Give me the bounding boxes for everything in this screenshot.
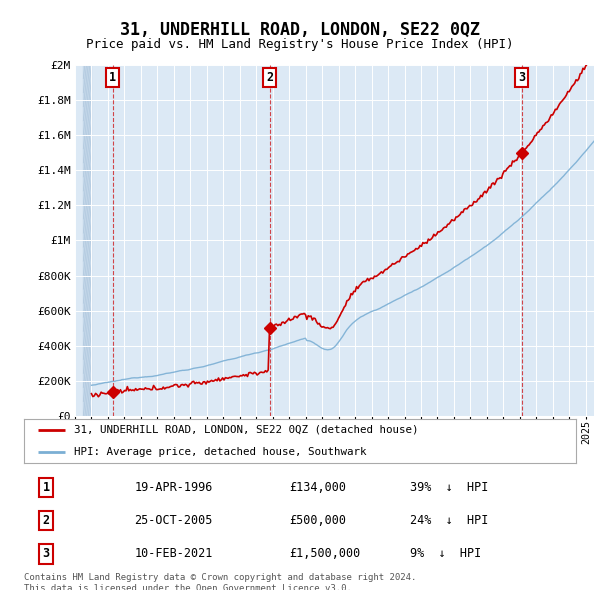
Text: 3: 3 [43,547,50,560]
Text: 19-APR-1996: 19-APR-1996 [134,481,213,494]
Text: 2: 2 [266,71,274,84]
Text: 1: 1 [43,481,50,494]
Text: 39%  ↓  HPI: 39% ↓ HPI [410,481,489,494]
Text: 1: 1 [109,71,116,84]
Text: 24%  ↓  HPI: 24% ↓ HPI [410,514,489,527]
Text: 31, UNDERHILL ROAD, LONDON, SE22 0QZ (detached house): 31, UNDERHILL ROAD, LONDON, SE22 0QZ (de… [74,425,418,435]
Text: 25-OCT-2005: 25-OCT-2005 [134,514,213,527]
Text: Price paid vs. HM Land Registry's House Price Index (HPI): Price paid vs. HM Land Registry's House … [86,38,514,51]
Text: 10-FEB-2021: 10-FEB-2021 [134,547,213,560]
Text: £134,000: £134,000 [289,481,346,494]
Text: £1,500,000: £1,500,000 [289,547,360,560]
Text: Contains HM Land Registry data © Crown copyright and database right 2024.
This d: Contains HM Land Registry data © Crown c… [24,573,416,590]
Text: 9%  ↓  HPI: 9% ↓ HPI [410,547,482,560]
Text: 31, UNDERHILL ROAD, LONDON, SE22 0QZ: 31, UNDERHILL ROAD, LONDON, SE22 0QZ [120,21,480,39]
Text: 3: 3 [518,71,526,84]
Text: £500,000: £500,000 [289,514,346,527]
Text: 2: 2 [43,514,50,527]
Text: HPI: Average price, detached house, Southwark: HPI: Average price, detached house, Sout… [74,447,366,457]
